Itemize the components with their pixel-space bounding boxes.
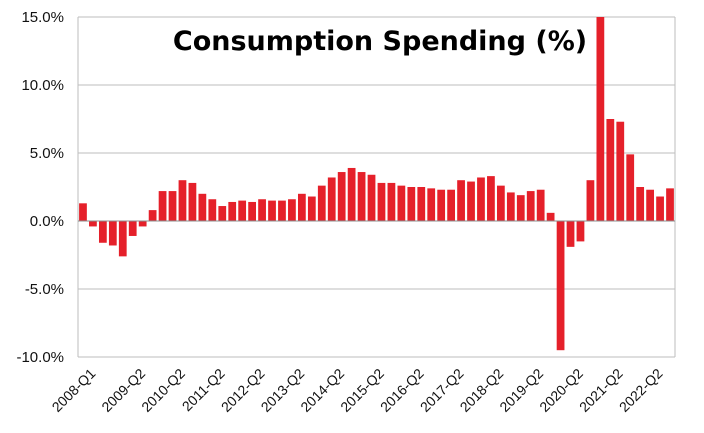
x-tick-label: 2022-Q2 bbox=[616, 365, 666, 415]
y-tick-label: -5.0% bbox=[25, 281, 64, 298]
bar bbox=[447, 189, 455, 221]
bar bbox=[168, 191, 177, 221]
bar bbox=[397, 185, 406, 221]
bar bbox=[248, 201, 256, 221]
bar bbox=[307, 196, 316, 221]
bar bbox=[407, 187, 416, 221]
bar bbox=[288, 199, 296, 221]
y-tick-label: 5.0% bbox=[30, 145, 64, 162]
bar bbox=[566, 221, 575, 247]
bar bbox=[576, 221, 585, 242]
y-tick-label: 0.0% bbox=[30, 213, 64, 230]
bar bbox=[437, 189, 446, 221]
bar bbox=[596, 17, 605, 221]
bar bbox=[656, 196, 664, 221]
bar bbox=[327, 177, 336, 221]
bar bbox=[556, 221, 565, 351]
bar bbox=[646, 189, 654, 221]
bar bbox=[506, 192, 515, 221]
bar bbox=[606, 119, 615, 221]
bar bbox=[218, 206, 227, 221]
bar bbox=[278, 200, 286, 221]
bar bbox=[666, 188, 674, 221]
bar bbox=[457, 180, 465, 221]
bar bbox=[317, 185, 326, 221]
bars bbox=[79, 17, 674, 351]
x-tick-label: 2010-Q2 bbox=[138, 365, 188, 415]
bar bbox=[118, 221, 127, 257]
chart-title: Consumption Spending (%) bbox=[173, 26, 587, 57]
bar bbox=[198, 193, 207, 221]
bar bbox=[238, 200, 247, 221]
y-tick-label: -10.0% bbox=[16, 349, 64, 366]
bar bbox=[387, 182, 396, 221]
bar bbox=[138, 221, 147, 227]
bar bbox=[467, 181, 475, 221]
x-axis-tick-labels: 2008-Q1 2009-Q22010-Q22011-Q22012-Q22013-… bbox=[49, 365, 666, 415]
bar bbox=[268, 200, 276, 221]
bar bbox=[128, 221, 137, 236]
y-axis-tick-labels: -10.0% -5.0% 0.0% 5.0% 10.0% 15.0% bbox=[16, 9, 64, 366]
bar bbox=[228, 201, 237, 221]
bar bbox=[357, 172, 366, 221]
bar bbox=[347, 167, 356, 221]
bar bbox=[526, 191, 535, 221]
bar bbox=[477, 177, 485, 221]
x-tick-label: 2008-Q1 bbox=[49, 365, 99, 415]
bar bbox=[516, 195, 525, 221]
bar bbox=[616, 121, 625, 221]
bar bbox=[158, 191, 167, 221]
y-tick-label: 10.0% bbox=[21, 77, 64, 94]
bar bbox=[98, 221, 107, 243]
bar bbox=[417, 187, 426, 221]
bar bbox=[546, 212, 555, 221]
bar bbox=[89, 221, 97, 227]
bar bbox=[536, 189, 545, 221]
bar bbox=[586, 180, 595, 221]
bar bbox=[148, 210, 157, 221]
bar bbox=[208, 199, 217, 221]
bar bbox=[79, 203, 87, 221]
bar bbox=[636, 187, 645, 221]
bar bbox=[427, 188, 436, 221]
gridlines bbox=[77, 16, 676, 358]
bar bbox=[487, 176, 495, 221]
bar bbox=[337, 172, 346, 221]
bar bbox=[367, 174, 376, 221]
bar bbox=[496, 185, 505, 221]
bar bbox=[178, 180, 187, 221]
bar bbox=[297, 193, 306, 221]
y-tick-label: 15.0% bbox=[21, 9, 64, 26]
bar bbox=[258, 199, 266, 221]
bar bbox=[377, 182, 386, 221]
bar bbox=[188, 182, 197, 221]
bar bbox=[626, 154, 635, 221]
bar bbox=[108, 221, 117, 246]
